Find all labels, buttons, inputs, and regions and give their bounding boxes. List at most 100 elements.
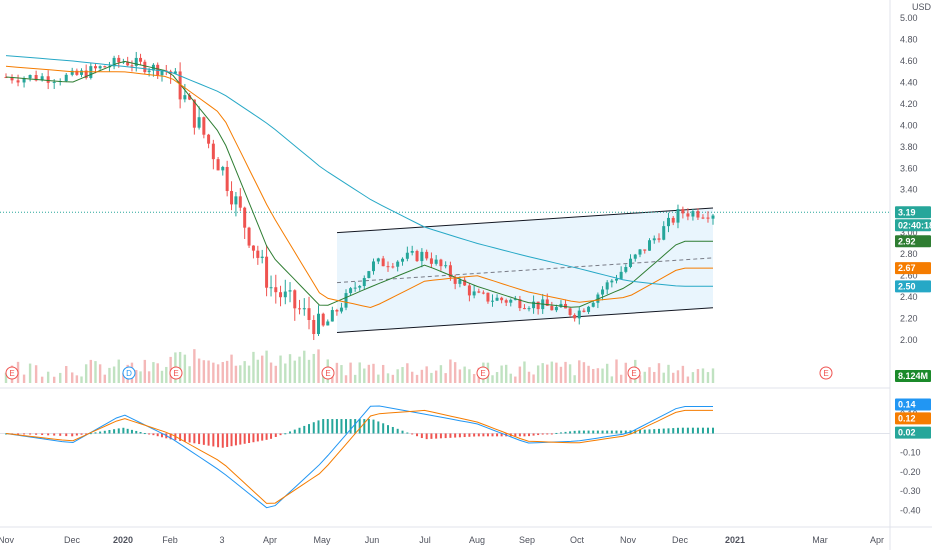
candle-body [601,289,605,295]
candle-body [4,77,8,79]
macd-histogram-bar [406,432,409,434]
volume-bar [317,349,320,383]
volume-bar [28,363,32,383]
candle-body [84,70,88,78]
volume-bar [252,351,255,383]
volume-bar [122,372,125,383]
volume-bar [541,363,544,383]
last-price-tag-bg [895,206,931,219]
macd-histogram-bar [587,430,590,434]
macd-histogram-bar [130,429,133,434]
event-marker-circle [169,366,183,380]
time-tick-label: Sep [519,535,535,545]
macd-histogram-bar [188,433,191,443]
volume-bar [711,368,715,383]
candle-body [260,256,264,258]
volume-bar [523,361,526,383]
volume-bar [377,374,380,383]
macd-histogram-bar [681,427,684,434]
time-tick-label: Nov [620,535,637,545]
candle-body [126,61,130,66]
volume-bar [108,367,111,383]
macd-histogram-bar [94,432,97,434]
candle-body [643,249,647,251]
candle-body [46,76,50,83]
macd-histogram-bar [226,433,229,447]
macd-histogram-bar [363,419,366,434]
macd-histogram-bar [59,433,62,436]
candle-body [10,77,14,81]
event-marker-label: E [173,369,178,378]
macd-histogram-bar [265,433,268,440]
candle-body [495,297,499,301]
candle-body [676,209,680,223]
candle-body [70,70,74,75]
volume-bar [59,372,62,383]
candle-body [353,287,357,289]
candle-body [225,166,229,192]
volume-bar [573,375,576,383]
volume-bar [657,363,661,383]
candle-body [652,238,656,241]
countdown-tag-bg [895,219,931,232]
volume-bar [453,362,457,383]
candle-body [269,287,273,289]
macd-histogram-bar [152,433,155,436]
candle-body [117,57,121,63]
volume-tag-bg [895,370,931,382]
candle-body [587,306,591,312]
candle-body [605,282,609,290]
volume-bar [458,369,462,383]
countdown-tag: 02:40:18 [898,220,932,230]
macd-histogram-bar [372,419,375,434]
candle-body [614,278,618,281]
volume-bar [303,350,306,383]
macd-histogram-bar [435,433,438,439]
macd-histogram-bar [126,428,129,434]
candle-body [610,280,614,283]
candle-body [274,287,278,293]
candle-body [326,321,330,326]
macd-histogram-bar [303,425,306,434]
macd-histogram-bar [80,433,83,435]
histogram-value-tag-bg [895,426,931,439]
candle-body [335,310,339,312]
volume-bar [568,364,572,383]
macd-histogram-bar [85,433,88,435]
volume-bar [564,361,567,383]
volume-bar [638,375,642,383]
volume-bar [662,372,665,383]
signal-value-tag-bg [895,412,931,425]
macd-histogram-bar [212,433,215,447]
time-tick-label: May [313,535,331,545]
candle-body [134,57,138,66]
macd-histogram-bar [559,432,562,434]
macd-histogram-bar [179,433,182,441]
volume-bar [152,362,155,383]
macd-histogram-bar [340,419,343,434]
candle-body [458,279,462,284]
candle-body [188,95,192,100]
candle-body [444,265,448,267]
regression-channel[interactable] [0,207,890,333]
volume-bar [434,370,438,383]
volume-bar [619,374,623,383]
macd-tick-label: -0.40 [900,505,921,515]
macd-histogram-bar [639,429,642,434]
candle-body [522,308,526,310]
volume-bar [52,376,56,383]
candle-body [247,227,251,246]
volume-bar [386,373,390,383]
volume-bar [601,368,604,383]
candle-body [207,134,211,144]
macd-histogram-bar [135,430,138,434]
price-tick-label: 4.60 [900,56,918,66]
candle-body [420,251,424,262]
volume-bar [147,371,151,383]
macd-histogram-bar [463,433,466,438]
macd-histogram-bar [550,433,553,435]
macd-histogram-bar [528,433,531,437]
